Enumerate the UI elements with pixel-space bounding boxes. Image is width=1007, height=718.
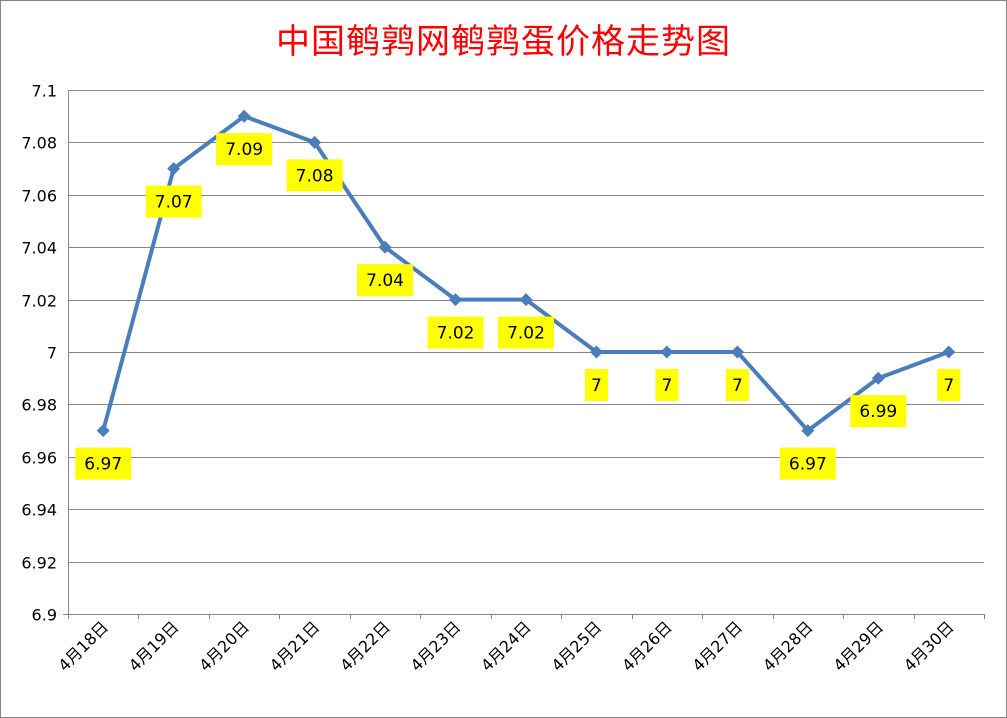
data-label-5: 7.02 — [437, 324, 475, 344]
data-label-bg-2 — [216, 133, 273, 166]
y-tick-label-1: 6.92 — [21, 554, 57, 573]
x-tick-label-3: 4月21日 — [266, 617, 324, 675]
y-tick-label-5: 7 — [47, 344, 57, 363]
data-point-8 — [660, 345, 674, 359]
y-tick-label-10: 7.1 — [32, 82, 57, 101]
y-tick-label-2: 6.94 — [21, 501, 57, 520]
y-tick-label-6: 7.02 — [21, 292, 57, 311]
data-point-9 — [730, 345, 744, 359]
data-label-bg-9 — [725, 369, 749, 401]
data-point-6 — [519, 293, 533, 307]
x-tick-label-1: 4月19日 — [125, 617, 183, 675]
data-point-1 — [167, 162, 181, 176]
data-label-bg-3 — [286, 159, 343, 192]
data-point-4 — [378, 240, 392, 254]
data-label-bg-12 — [937, 369, 961, 401]
data-point-2 — [237, 109, 251, 123]
data-point-10 — [801, 424, 815, 438]
data-label-8: 7 — [662, 376, 673, 396]
data-point-0 — [96, 424, 110, 438]
data-point-5 — [449, 293, 463, 307]
data-label-12: 7 — [943, 376, 954, 396]
data-point-3 — [308, 135, 322, 149]
x-tick-label-9: 4月27日 — [689, 617, 747, 675]
data-label-bg-11 — [850, 395, 907, 428]
data-label-bg-10 — [779, 447, 836, 480]
data-label-11: 6.99 — [859, 402, 897, 422]
data-label-bg-6 — [498, 316, 554, 349]
x-tick-label-2: 4月20日 — [195, 617, 253, 675]
data-point-11 — [871, 371, 885, 385]
data-label-bg-1 — [145, 185, 202, 218]
data-label-bg-5 — [427, 316, 484, 349]
data-label-10: 6.97 — [789, 455, 827, 475]
data-label-3: 7.08 — [296, 166, 334, 186]
data-label-9: 7 — [732, 376, 743, 396]
x-tick-label-0: 4月18日 — [54, 617, 112, 675]
y-tick-label-4: 6.98 — [21, 396, 57, 415]
x-tick-label-8: 4月26日 — [618, 617, 676, 675]
data-label-7: 7 — [591, 376, 602, 396]
data-point-7 — [589, 345, 603, 359]
x-tick-label-4: 4月22日 — [336, 617, 394, 675]
data-point-12 — [942, 345, 956, 359]
x-tick-label-7: 4月25日 — [548, 617, 606, 675]
x-tick-label-11: 4月29日 — [829, 617, 887, 675]
data-label-bg-4 — [357, 264, 414, 297]
chart-title: 中国鹌鹑网鹌鹑蛋价格走势图 — [276, 22, 731, 62]
x-tick-label-12: 4月30日 — [900, 617, 958, 675]
data-label-bg-8 — [655, 369, 679, 401]
data-label-bg-0 — [75, 447, 132, 480]
x-tick-label-5: 4月23日 — [407, 617, 465, 675]
y-tick-label-3: 6.96 — [21, 449, 57, 468]
data-label-6: 7.02 — [507, 324, 545, 344]
x-tick-label-6: 4月24日 — [477, 617, 535, 675]
y-tick-label-8: 7.06 — [21, 187, 57, 206]
y-tick-label-7: 7.04 — [21, 239, 57, 258]
data-label-1: 7.07 — [155, 193, 193, 213]
y-tick-label-0: 6.9 — [32, 606, 57, 625]
data-label-4: 7.04 — [366, 271, 404, 291]
data-label-2: 7.09 — [225, 140, 263, 160]
data-label-0: 6.97 — [84, 455, 122, 475]
y-tick-label-9: 7.08 — [21, 134, 57, 153]
x-tick-label-10: 4月28日 — [759, 617, 817, 675]
data-label-bg-7 — [584, 369, 608, 401]
